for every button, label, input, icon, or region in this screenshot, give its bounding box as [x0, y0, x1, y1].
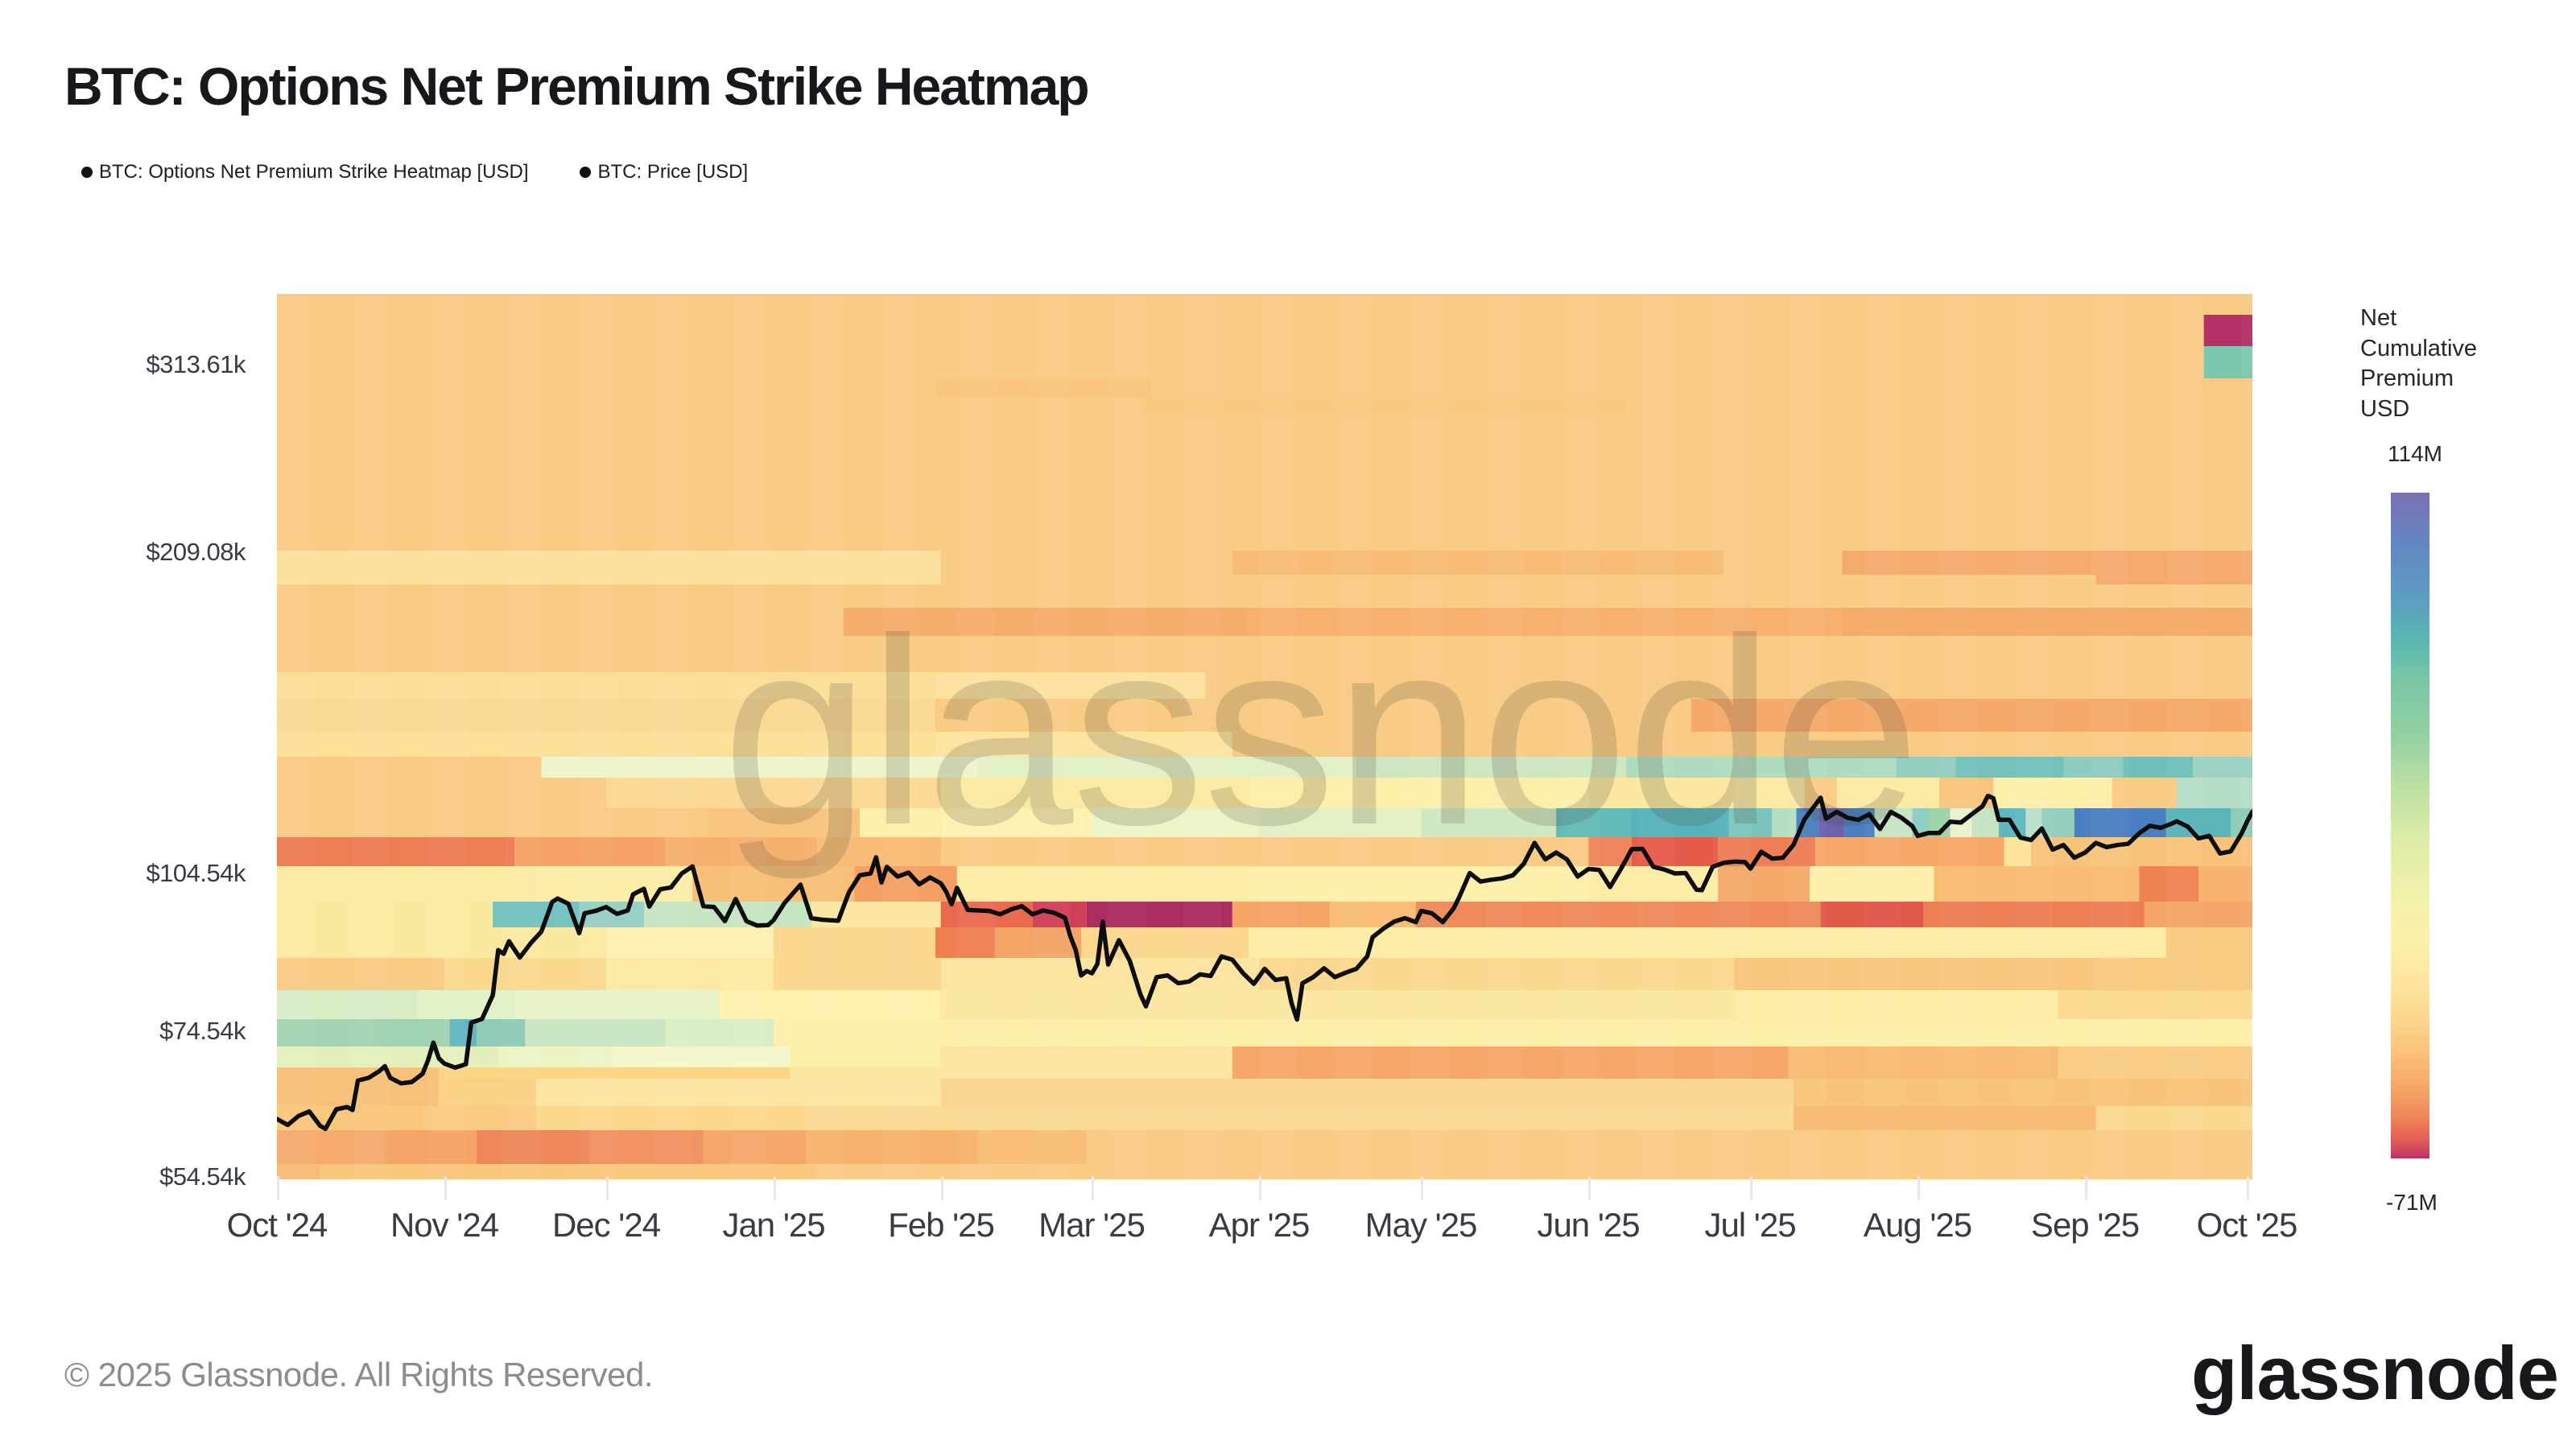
svg-text:glassnode: glassnode: [722, 583, 1919, 881]
